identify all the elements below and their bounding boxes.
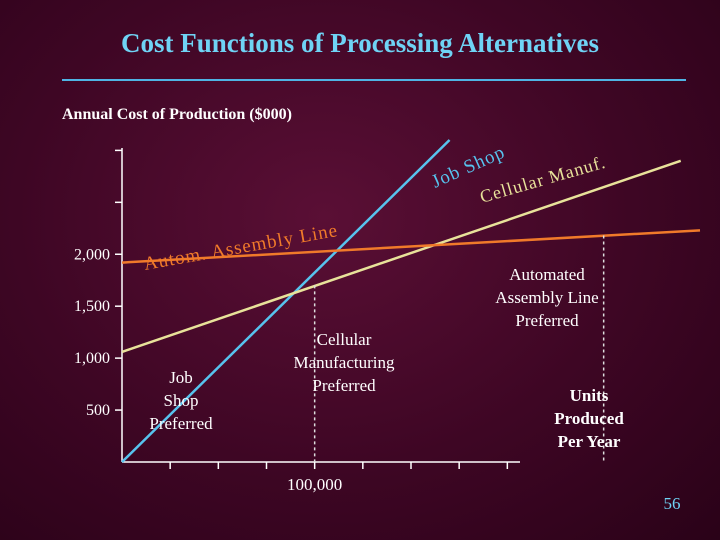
region-label-line: Manufacturing [293,353,395,372]
series-name-label: Autom. Assembly Line [142,220,339,275]
region-label-cellular-preferred: Cellular Manufacturing Preferred [293,330,395,395]
y-tick-label: 500 [86,402,110,419]
x-axis-label-line: Units [570,386,609,405]
region-label-line: Preferred [312,376,376,395]
region-label-line: Shop [164,391,199,410]
region-label-line: Job [169,368,193,387]
region-label-automated-preferred: Automated Assembly Line Preferred [495,265,598,330]
region-label-line: Preferred [149,414,213,433]
page-number: 56 [664,494,681,513]
x-axis-label: Units Produced Per Year [554,386,624,451]
title-divider [62,79,686,81]
region-label-job-shop-preferred: Job Shop Preferred [149,368,213,433]
slide-title: Cost Functions of Processing Alternative… [121,28,599,58]
region-label-line: Cellular [317,330,372,349]
x-axis-label-line: Per Year [558,432,621,451]
y-tick-label: 2,000 [74,246,110,263]
series-line-1 [121,159,682,354]
series-line-0 [121,139,451,463]
region-label-line: Assembly Line [495,288,598,307]
y-tick-label: 1,000 [74,350,110,367]
x-axis-label-line: Produced [554,409,624,428]
region-label-line: Preferred [515,311,579,330]
x-tick-label: 100,000 [287,475,342,494]
y-axis-label: Annual Cost of Production ($000) [62,106,292,123]
y-tick-label: 1,500 [74,298,110,315]
region-label-line: Automated [509,265,585,284]
